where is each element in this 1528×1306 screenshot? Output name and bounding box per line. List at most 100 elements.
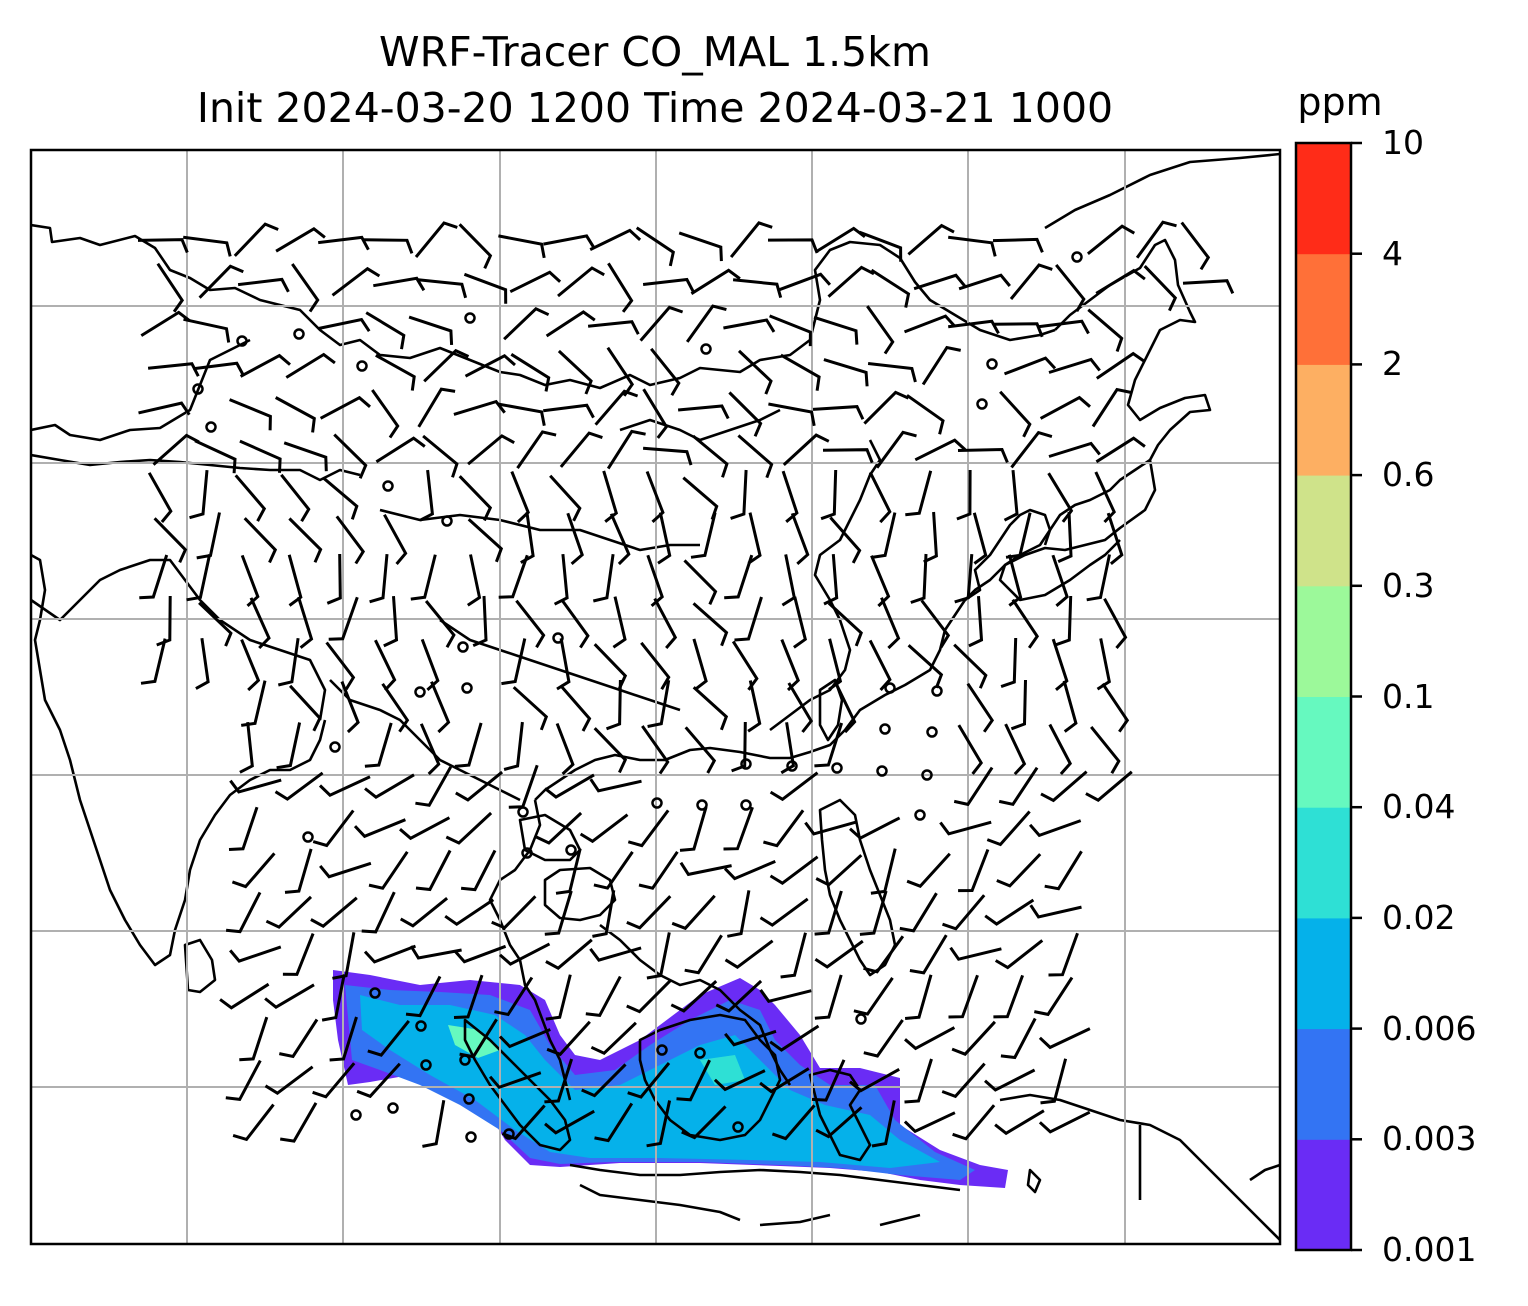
colorbar-frame [1294, 141, 1353, 1252]
wind-barb [375, 436, 426, 464]
wind-barb [626, 979, 672, 1014]
wind-barb [870, 268, 911, 308]
coastlines [31, 152, 1280, 1241]
wind-barb [319, 861, 372, 879]
wind-barb [463, 272, 508, 304]
calm-wind-marker [302, 831, 314, 843]
wind-barb [225, 1059, 262, 1102]
coast-sumatra [463, 1018, 572, 1152]
wind-barb [683, 559, 718, 606]
wind-barb [780, 932, 807, 979]
wind-barb [692, 686, 729, 731]
calm-wind-marker [293, 328, 305, 340]
wind-barb [771, 1104, 816, 1141]
wind-barb [503, 307, 550, 341]
colorbar-tick-label: 2 [1382, 344, 1403, 384]
wind-barb [585, 975, 622, 1018]
wind-barb [692, 434, 729, 478]
wind-barb [420, 638, 440, 692]
wind-barb [866, 305, 895, 355]
wind-barb [368, 850, 409, 890]
wind-barb [234, 474, 267, 522]
wind-barb [1180, 221, 1211, 271]
wind-barb [863, 1019, 904, 1058]
wind-barb [793, 596, 808, 649]
wind-barb [920, 599, 951, 649]
coast-japan [998, 458, 1151, 602]
calm-wind-marker [356, 360, 368, 372]
wind-barb [240, 639, 261, 692]
wind-barb [285, 352, 336, 379]
calm-wind-marker [441, 515, 453, 527]
wind-barb [1048, 441, 1101, 458]
wind-barb [640, 641, 671, 691]
wind-barb [1051, 554, 1069, 607]
wind-barb [282, 933, 315, 976]
wind-barb [953, 766, 994, 807]
wind-barb [515, 599, 546, 649]
wind-barb [453, 974, 484, 1019]
wind-barb [383, 513, 408, 565]
calm-wind-marker [855, 1013, 867, 1025]
wind-barb [858, 230, 903, 262]
wind-barb [681, 1105, 727, 1140]
wind-barb [408, 315, 454, 345]
wind-barb [829, 516, 862, 564]
wind-barb [291, 263, 320, 313]
wind-barb [194, 439, 237, 474]
calm-wind-marker [694, 1047, 706, 1059]
wind-barb [501, 1104, 546, 1141]
wind-barb [374, 639, 397, 692]
calm-wind-marker [700, 343, 712, 355]
wind-barb [1029, 904, 1082, 919]
wind-barb [422, 1100, 446, 1148]
wind-barb [319, 395, 371, 420]
wind-barb [589, 946, 642, 962]
wind-barb [544, 890, 573, 936]
wind-barb [156, 262, 185, 313]
calm-wind-marker [926, 726, 938, 738]
wind-barb [1086, 554, 1111, 602]
calm-wind-marker [461, 682, 473, 694]
wind-barb [546, 1020, 591, 1057]
wind-barb [998, 766, 1039, 806]
wind-barb [544, 1109, 595, 1135]
wind-barb [968, 595, 984, 648]
wind-barb [731, 640, 759, 691]
wind-barb [381, 682, 410, 733]
wind-barb [677, 404, 730, 420]
wind-barb [1033, 976, 1074, 1017]
coast-timor [1026, 1168, 1042, 1194]
wind-barb [249, 597, 271, 650]
wind-barb [1007, 554, 1023, 607]
wind-barb [494, 976, 534, 1017]
wind-barb [275, 226, 326, 253]
wind-barb [152, 433, 200, 466]
wind-barb [189, 469, 209, 520]
wind-barb [193, 361, 245, 377]
wind-barb [692, 602, 729, 647]
wind-barb [972, 512, 988, 565]
wind-barb [814, 939, 864, 969]
wind-barb [790, 512, 810, 566]
wind-barb [594, 389, 639, 426]
wind-barb [769, 771, 819, 802]
wind-barb [966, 682, 995, 733]
colorbar-swatch [1296, 253, 1351, 365]
gridlines [31, 150, 1280, 1244]
wind-barb [472, 595, 488, 647]
wind-barb [823, 358, 869, 387]
colorbar-tick-label: 0.1 [1382, 676, 1435, 716]
wind-barb [782, 433, 830, 467]
wind-barb [415, 849, 452, 892]
wind-barb [1039, 395, 1091, 420]
wind-barb [458, 223, 493, 270]
wind-barb [646, 1100, 672, 1148]
wind-barb [863, 935, 905, 974]
wind-barb [642, 277, 695, 293]
wind-barb [713, 1069, 766, 1092]
wind-barb [682, 476, 719, 520]
wind-barb [277, 637, 300, 687]
wind-barb [827, 265, 875, 298]
wind-barb [871, 1100, 896, 1148]
